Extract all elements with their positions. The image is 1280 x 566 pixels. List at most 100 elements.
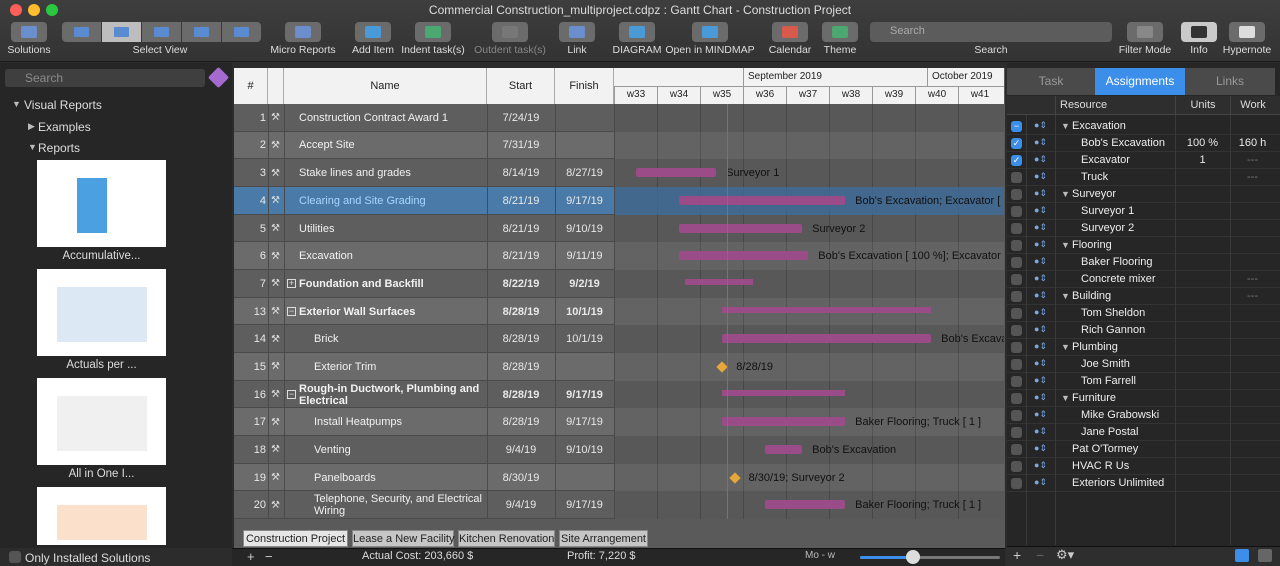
status-button[interactable]: + — [247, 549, 255, 564]
resource-row[interactable] — [1007, 237, 1280, 254]
column-header[interactable]: # — [234, 68, 268, 104]
resource-row[interactable] — [1007, 152, 1280, 169]
remove-button[interactable]: − — [1036, 547, 1045, 563]
resource-row[interactable] — [1007, 203, 1280, 220]
resource-row[interactable] — [1007, 441, 1280, 458]
resource-row[interactable] — [1007, 373, 1280, 390]
checkbox[interactable] — [1011, 324, 1022, 336]
resource-row[interactable] — [1007, 390, 1280, 407]
resource-row[interactable] — [1007, 407, 1280, 424]
view-button[interactable] — [142, 22, 181, 42]
close-button[interactable] — [10, 4, 22, 16]
task-bar[interactable] — [722, 334, 932, 344]
resource-row[interactable] — [1007, 339, 1280, 356]
checkbox[interactable] — [1011, 239, 1022, 251]
group-arrow[interactable]: ▼ — [1061, 239, 1070, 250]
group-arrow[interactable]: ▼ — [1061, 290, 1070, 301]
checkbox[interactable] — [1011, 273, 1022, 285]
toolbar-button[interactable] — [355, 22, 391, 42]
task-row[interactable] — [234, 463, 614, 492]
view-button[interactable] — [182, 22, 221, 42]
task-row[interactable] — [234, 408, 614, 437]
toolbar-button[interactable] — [1127, 22, 1163, 42]
toolbar-button[interactable] — [492, 22, 528, 42]
add-button[interactable]: + — [1013, 547, 1022, 563]
resource-row[interactable] — [1007, 254, 1280, 271]
settings-button[interactable]: ⚙▾ — [1056, 547, 1075, 562]
summary-bar[interactable] — [722, 389, 846, 396]
group-arrow[interactable]: ▼ — [1061, 392, 1070, 403]
tree-item[interactable]: Visual Reports — [24, 98, 102, 112]
project-tab[interactable]: Kitchen Renovation — [458, 530, 555, 547]
expand-toggle[interactable]: − — [287, 305, 296, 316]
toolbar-button[interactable] — [619, 22, 655, 42]
checkbox[interactable] — [1011, 205, 1022, 217]
resource-row[interactable] — [1007, 118, 1280, 135]
toolbar-search[interactable]: Search — [870, 22, 1112, 42]
report-thumbnail[interactable] — [37, 487, 166, 545]
project-tab[interactable]: Site Arrangement — [559, 530, 648, 547]
resource-row[interactable] — [1007, 424, 1280, 441]
project-tab[interactable]: Construction Project — [243, 530, 348, 547]
checkbox[interactable]: ✓ — [1011, 137, 1022, 149]
status-button[interactable]: − — [265, 549, 273, 564]
task-row[interactable] — [234, 159, 614, 187]
view-button[interactable] — [102, 22, 141, 42]
resource-row[interactable] — [1007, 135, 1280, 152]
checkbox[interactable] — [1011, 171, 1022, 183]
task-bar[interactable] — [722, 417, 846, 427]
zoom-slider[interactable] — [860, 556, 1000, 559]
task-row[interactable] — [234, 380, 614, 409]
group-arrow[interactable]: ▼ — [1061, 120, 1070, 131]
resource-row[interactable] — [1007, 220, 1280, 237]
report-thumbnail[interactable] — [37, 269, 166, 356]
task-row[interactable] — [234, 187, 614, 215]
panel-tab[interactable]: Task — [1007, 68, 1095, 95]
column-header[interactable]: Resource — [1055, 96, 1175, 115]
task-row[interactable] — [234, 325, 614, 354]
task-row[interactable] — [234, 491, 614, 520]
resource-row[interactable] — [1007, 356, 1280, 373]
resource-row[interactable] — [1007, 271, 1280, 288]
group-arrow[interactable]: ▼ — [1061, 341, 1070, 352]
view-toggle[interactable] — [1235, 549, 1249, 562]
toolbar-button[interactable] — [11, 22, 47, 42]
panel-tab[interactable]: Links — [1185, 68, 1275, 95]
summary-bar[interactable] — [722, 306, 932, 313]
toolbar-button[interactable] — [772, 22, 808, 42]
resource-row[interactable] — [1007, 186, 1280, 203]
group-arrow[interactable]: ▼ — [1061, 188, 1070, 199]
column-header[interactable]: Finish — [555, 68, 614, 104]
toolbar-button[interactable] — [285, 22, 321, 42]
toolbar-button[interactable] — [415, 22, 451, 42]
summary-bar[interactable] — [685, 279, 753, 286]
task-row[interactable] — [234, 214, 614, 243]
panel-tab[interactable]: Assignments — [1095, 68, 1185, 95]
toolbar-button[interactable] — [1229, 22, 1265, 42]
checkbox[interactable] — [1011, 358, 1022, 370]
toolbar-button[interactable] — [692, 22, 728, 42]
task-bar[interactable] — [765, 500, 846, 510]
task-row[interactable] — [234, 270, 614, 298]
task-bar[interactable] — [636, 168, 717, 178]
report-thumbnail[interactable] — [37, 378, 166, 465]
tree-item[interactable]: Reports — [38, 141, 81, 155]
toolbar-button[interactable] — [822, 22, 858, 42]
zoom-knob[interactable] — [906, 550, 920, 564]
checkbox[interactable] — [1011, 222, 1022, 234]
zoom-button[interactable] — [46, 4, 58, 16]
checkbox[interactable] — [1011, 409, 1022, 421]
column-header[interactable]: Units — [1175, 96, 1230, 115]
resource-row[interactable] — [1007, 458, 1280, 475]
column-header[interactable]: Work — [1230, 96, 1275, 115]
checkbox[interactable] — [1011, 460, 1022, 472]
task-bar[interactable] — [679, 223, 803, 233]
task-row[interactable] — [234, 353, 614, 381]
toolbar-button[interactable] — [559, 22, 595, 42]
resource-row[interactable] — [1007, 169, 1280, 186]
expand-toggle[interactable]: − — [287, 388, 296, 399]
expand-toggle[interactable]: + — [287, 277, 296, 288]
checkbox[interactable] — [1011, 188, 1022, 200]
task-row[interactable] — [234, 436, 614, 464]
report-thumbnail[interactable] — [37, 160, 166, 247]
